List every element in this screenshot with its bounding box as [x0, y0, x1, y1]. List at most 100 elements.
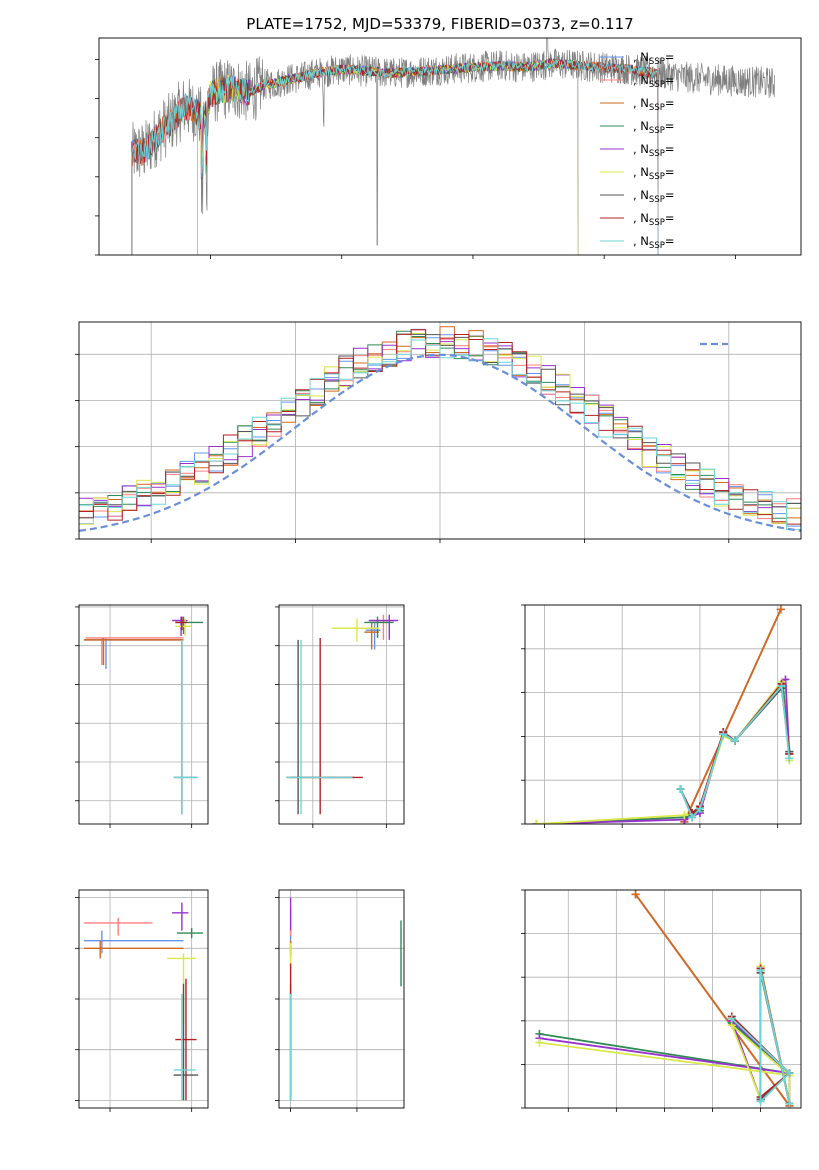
legend-equals: =: [665, 142, 675, 156]
axes-border: [524, 889, 802, 1109]
legend-entry-chabrier-miles: , NSSP=: [633, 50, 674, 67]
error-cross-salpeter-stelib: [175, 616, 187, 631]
plot-area: [532, 605, 794, 824]
axes-frame: [275, 889, 405, 1112]
axes-border: [78, 321, 802, 540]
weight-line-kroupa-miles: [634, 893, 791, 1107]
weight-point-kroupa-stelib: [785, 1069, 794, 1078]
axes-frame: [521, 889, 802, 1112]
weight-point-kroupa-stelib: [785, 754, 794, 763]
legend-n-symbol: , N: [633, 73, 649, 87]
error-cross-kroupa-stelib: [286, 639, 353, 815]
figure-title: PLATE=1752, MJD=53379, FIBERID=0373, z=0…: [246, 15, 633, 33]
error-cross-chabrier-miles: [83, 930, 184, 954]
legend-n-symbol: , N: [633, 96, 649, 110]
panel-weight-vs-Z: [521, 889, 802, 1112]
grid: [525, 889, 801, 1109]
error-cross-kroupa-stelib: [173, 639, 199, 815]
plot-area: [535, 890, 794, 1108]
legend-n-subscript: SSP: [649, 80, 665, 90]
error-cross-salpeter-elodie: [368, 614, 399, 640]
legend-n-subscript: SSP: [649, 126, 665, 136]
plot-area: [289, 897, 402, 1101]
panel-residuals: [75, 321, 802, 543]
legend-n-subscript: SSP: [649, 57, 665, 67]
legend-equals: =: [665, 119, 675, 133]
weight-line-kroupa-elodie: [536, 680, 791, 824]
legend-equals: =: [665, 96, 675, 110]
weight-point-kroupa-miles: [776, 605, 785, 614]
weight-point-kroupa-miles: [631, 890, 640, 899]
error-cross-salpeter-miles: [85, 637, 184, 666]
legend-equals: =: [665, 165, 675, 179]
weight-point-kroupa-stelib: [730, 736, 739, 745]
legend-equals: =: [665, 234, 675, 248]
plot-area: [286, 614, 399, 815]
legend-n-subscript: SSP: [649, 103, 665, 113]
weight-point-kroupa-stelib: [695, 804, 704, 813]
axes-border: [278, 604, 405, 825]
weight-point-kroupa-stelib: [676, 784, 685, 793]
weight-point-kroupa-elodie: [680, 811, 689, 820]
legend-entry-salpeter-miles: , NSSP=: [633, 73, 674, 90]
legend-n-subscript: SSP: [649, 218, 665, 228]
legend-n-symbol: , N: [633, 234, 649, 248]
panel-mass-vs-EBV: [275, 889, 405, 1112]
error-cross-kroupa-miles: [364, 622, 379, 650]
legend-entry-chabrier-elodie: , NSSP=: [633, 119, 674, 136]
panel-age-vs-Z: [75, 604, 209, 828]
axes-border: [98, 37, 802, 256]
legend-n-symbol: , N: [633, 50, 649, 64]
weight-point-kroupa-elodie: [532, 820, 541, 824]
normal-curve: [79, 353, 801, 532]
legend-n-subscript: SSP: [649, 172, 665, 182]
weight-point-kroupa-stelib: [719, 730, 728, 739]
legend-n-subscript: SSP: [649, 241, 665, 251]
weight-point-kroupa-stelib: [688, 813, 697, 822]
error-cross-kroupa-miles: [83, 637, 184, 666]
axes-border: [278, 889, 405, 1109]
model-line-kroupa-stelib: [131, 59, 659, 255]
histogram-kroupa-stelib: [79, 338, 801, 533]
weight-line-salpeter-elodie: [536, 678, 791, 824]
legend-entry-chabrier-stelib: , NSSP=: [633, 188, 674, 205]
weight-point-kroupa-stelib: [756, 1097, 765, 1106]
error-cross-salpeter-miles: [83, 917, 153, 936]
weight-point-kroupa-stelib: [785, 1099, 794, 1108]
legend-n-symbol: , N: [633, 119, 649, 133]
legend-entry-kroupa-miles: , NSSP=: [633, 96, 674, 113]
legend-equals: =: [665, 73, 675, 87]
legend-n-subscript: SSP: [649, 195, 665, 205]
panel-mass-vs-Z: [75, 889, 209, 1112]
plot-area: [83, 902, 204, 1101]
legend-entry-salpeter-stelib: , NSSP=: [633, 211, 674, 228]
error-cross-salpeter-elodie: [172, 902, 189, 931]
observed-spectrum: [131, 38, 775, 246]
legend-entry-kroupa-elodie: , NSSP=: [633, 165, 674, 182]
legend-entry-kroupa-stelib: , NSSP=: [633, 234, 674, 251]
plot-area: [83, 616, 204, 815]
error-cross-chabrier-elodie: [175, 616, 204, 635]
axes-border: [78, 889, 209, 1109]
axes-frame: [75, 604, 209, 828]
axes-border: [78, 604, 209, 825]
error-cross-chabrier-miles: [83, 637, 184, 669]
weight-line-chabrier-stelib: [679, 687, 791, 819]
weight-line-kroupa-miles: [683, 609, 782, 823]
legend-equals: =: [665, 188, 675, 202]
axes-frame: [95, 37, 802, 259]
grid: [525, 604, 801, 825]
weight-point-kroupa-stelib: [777, 682, 786, 691]
grid: [79, 605, 208, 824]
axes-border: [524, 604, 802, 825]
panel-age-vs-mass: [275, 604, 405, 828]
panel-spectrum: , NSSP=, NSSP=, NSSP=, NSSP=, NSSP=, NSS…: [95, 37, 802, 259]
grid: [279, 605, 404, 824]
axes-frame: [521, 604, 802, 828]
legend: , NSSP=, NSSP=, NSSP=, NSSP=, NSSP=, NSS…: [600, 50, 674, 251]
legend-n-symbol: , N: [633, 142, 649, 156]
error-cross-kroupa-miles: [83, 940, 184, 959]
grid: [279, 890, 404, 1108]
panel-weight-vs-age: [521, 604, 802, 828]
